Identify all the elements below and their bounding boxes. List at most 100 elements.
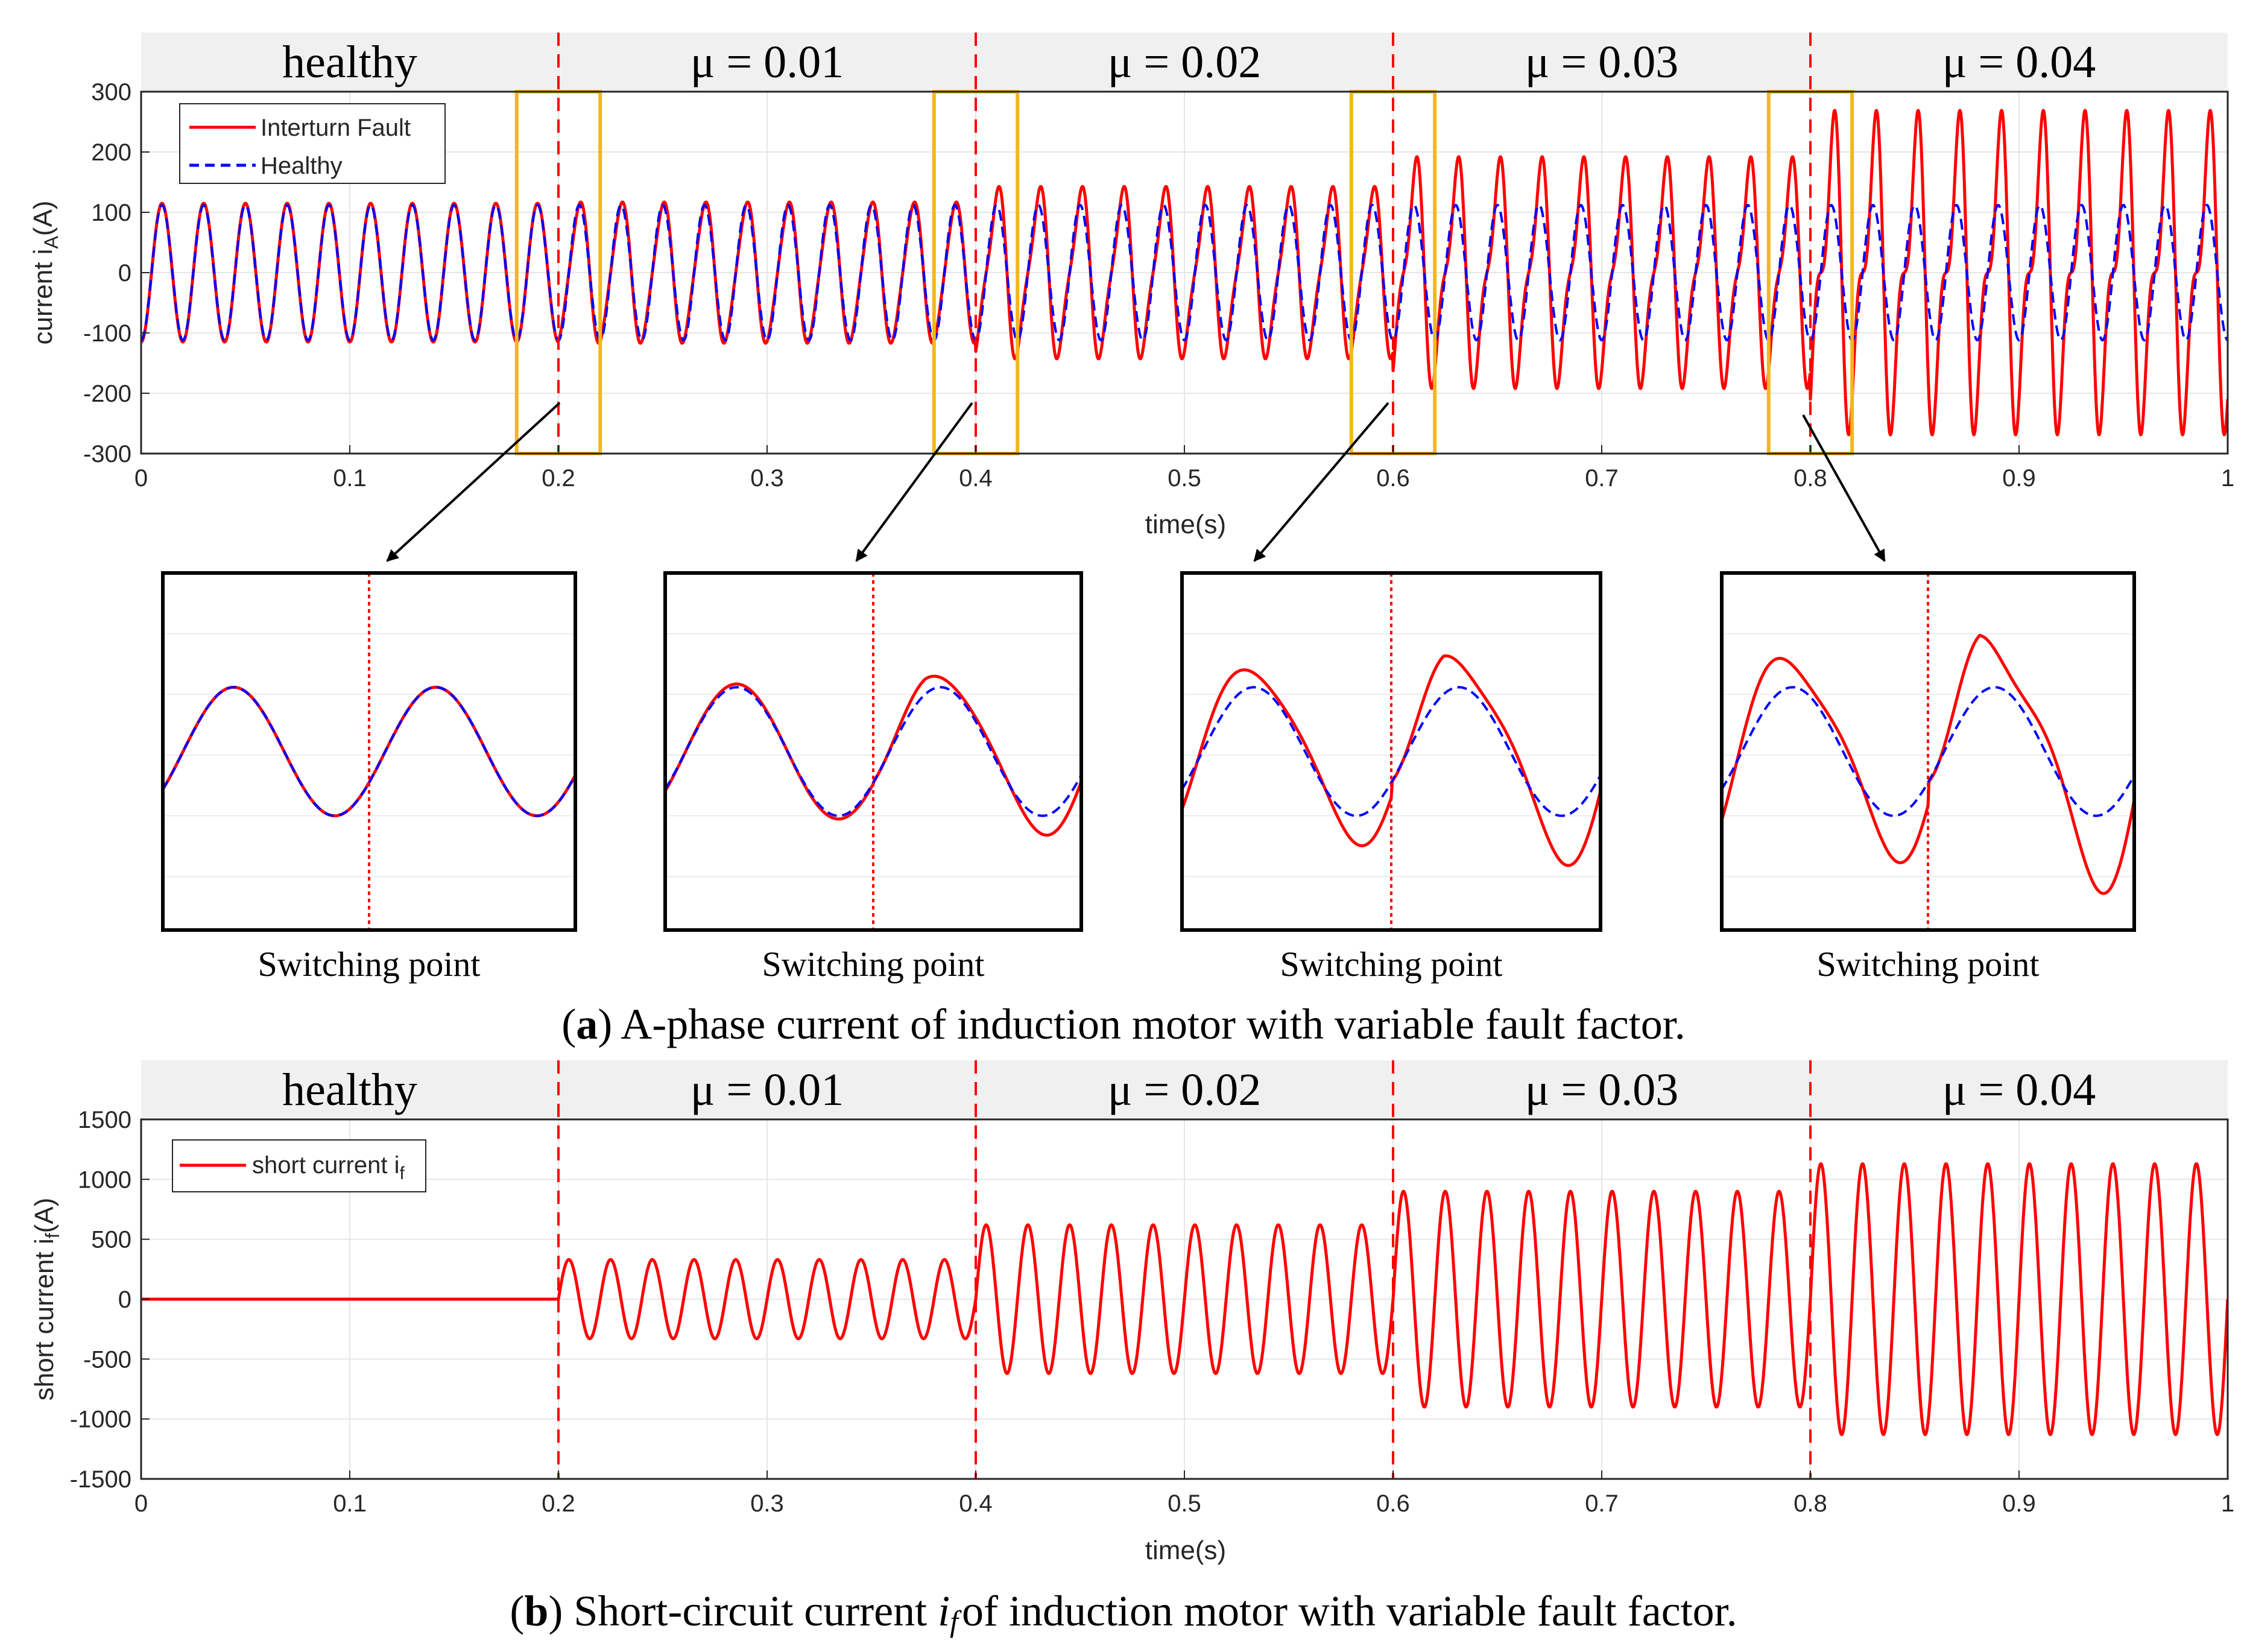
legend-label-short-current-subscript: f — [400, 1163, 405, 1183]
x-tick-label: 0 — [134, 465, 148, 492]
caption-a: (a) A-phase current of induction motor w… — [561, 1000, 1685, 1048]
x-tick-label: 0.4 — [959, 1490, 993, 1517]
x-tick-label: 0.1 — [333, 465, 367, 492]
y-tick-label: 100 — [91, 200, 131, 226]
series-group — [141, 109, 2228, 437]
panel-b-short-current-chart: 0 0.1 0.2 0.3 0.4 0.5 0.6 0.7 0.8 0.9 1 -1500 -1000 -… — [30, 1060, 2234, 1565]
legend: Interturn Fault Healthy — [179, 103, 446, 184]
y-tick-label: -200 — [83, 381, 131, 407]
segment-label: μ = 0.01 — [691, 37, 844, 87]
legend-label-interturn-fault: Interturn Fault — [261, 115, 411, 141]
zoom-healthy-trace — [1182, 686, 1601, 817]
x-tick-label: 0.3 — [750, 1490, 784, 1517]
caption-a-text: ) A-phase current of induction motor wit… — [598, 1000, 1685, 1048]
zoom-panel-label: Switching point — [1280, 945, 1503, 984]
axis-ticks: 0 0.1 0.2 0.3 0.4 0.5 0.6 0.7 0.8 0.9 1 -1500 -1000 -… — [70, 1107, 2234, 1517]
y-axis-label-main: short current i — [30, 1238, 59, 1400]
segment-label: μ = 0.02 — [1108, 37, 1262, 87]
series-group — [141, 1162, 2228, 1436]
y-axis-label-main: current i — [28, 249, 58, 345]
zoom-panel: Switching point — [161, 571, 577, 984]
x-tick-label: 0.1 — [333, 1490, 367, 1517]
x-axis-label: time(s) — [1145, 510, 1226, 539]
y-axis-label-unit: (A) — [30, 1198, 59, 1233]
segment-header-band — [141, 33, 2228, 92]
zoom-arrows — [386, 402, 1886, 562]
x-tick-label: 0.6 — [1376, 465, 1410, 492]
y-axis-label-subscript: A — [40, 236, 62, 249]
zoom-arrow — [1253, 402, 1389, 562]
y-axis-label-unit: (A) — [28, 201, 58, 236]
zoom-arrow — [855, 402, 973, 562]
segment-labels: healthy μ = 0.01 μ = 0.02 μ = 0.03 μ = 0.04 — [282, 37, 2096, 87]
segment-label: μ = 0.04 — [1942, 37, 2096, 87]
x-tick-label: 0.9 — [2002, 1490, 2036, 1517]
segment-label: μ = 0.02 — [1108, 1065, 1262, 1115]
x-axis-label: time(s) — [1145, 1536, 1226, 1565]
y-tick-label: -300 — [83, 441, 131, 467]
zoom-traces — [163, 685, 575, 818]
caption-b-var: i — [938, 1587, 950, 1635]
zoom-panel: Switching point — [1180, 571, 1602, 984]
y-axis-label-subscript: f — [42, 1233, 63, 1238]
zoom-arrow — [1802, 414, 1886, 562]
segment-label: healthy — [282, 37, 417, 87]
segment-label: healthy — [282, 1065, 417, 1115]
y-tick-label: -100 — [83, 320, 131, 347]
zoom-healthy-trace — [665, 686, 1081, 817]
x-tick-label: 0.8 — [1793, 1490, 1827, 1517]
segment-header-band — [141, 1060, 2228, 1119]
segment-label: μ = 0.01 — [691, 1065, 844, 1115]
series-line-interturn-fault — [141, 109, 2228, 437]
legend-box — [179, 103, 446, 184]
x-tick-label: 1 — [2221, 1490, 2234, 1517]
x-tick-label: 0.5 — [1168, 1490, 1201, 1517]
zoom-panel-frame — [161, 571, 577, 932]
x-tick-label: 0.2 — [542, 465, 575, 492]
caption-b-var-subscript: f — [950, 1604, 962, 1638]
zoom-panel: Switching point — [663, 571, 1083, 984]
legend-label-short-current-main: short current i — [252, 1152, 400, 1179]
y-tick-label: 500 — [91, 1227, 131, 1253]
zoom-panel-frame — [663, 571, 1083, 932]
x-tick-label: 0.5 — [1168, 465, 1201, 492]
y-tick-label: -500 — [83, 1346, 131, 1373]
y-tick-label: 0 — [118, 260, 131, 286]
y-axis-label: short current if(A) — [30, 1198, 63, 1401]
zoom-panel-frame — [1720, 571, 2136, 932]
series-line-healthy — [141, 204, 2228, 341]
zoom-healthy-trace — [163, 686, 575, 817]
y-tick-label: 1500 — [78, 1107, 131, 1133]
y-tick-label: -1000 — [70, 1407, 131, 1433]
caption-b-letter: b — [524, 1587, 548, 1635]
caption-b: (b) Short-circuit current ifof induction… — [510, 1587, 1737, 1638]
legend-label-short-current: short current if — [252, 1152, 405, 1183]
segment-label: μ = 0.04 — [1942, 1065, 2096, 1115]
switch-lines — [557, 1060, 1812, 1479]
y-tick-label: 200 — [91, 139, 131, 166]
zoom-panel-label: Switching point — [258, 945, 481, 984]
x-tick-label: 0.4 — [959, 465, 993, 492]
x-tick-label: 0.9 — [2002, 465, 2036, 492]
segment-label: μ = 0.03 — [1525, 1065, 1679, 1115]
segment-labels: healthy μ = 0.01 μ = 0.02 μ = 0.03 μ = 0.04 — [282, 1065, 2096, 1115]
y-tick-label: -1500 — [70, 1466, 131, 1493]
zoom-panel-label: Switching point — [762, 945, 985, 984]
x-tick-label: 0.7 — [1585, 1490, 1619, 1517]
y-tick-label: 300 — [91, 79, 131, 106]
x-tick-label: 0.6 — [1376, 1490, 1410, 1517]
legend-label-healthy: Healthy — [261, 153, 343, 179]
zoom-panel: Switching point — [1720, 571, 2136, 984]
switch-lines — [557, 33, 1812, 454]
x-tick-label: 0.7 — [1585, 465, 1619, 492]
x-tick-label: 0 — [134, 1490, 148, 1517]
zoom-healthy-trace — [1722, 686, 2134, 817]
caption-b-post: of induction motor with variable fault f… — [962, 1587, 1737, 1635]
x-tick-label: 0.8 — [1793, 465, 1827, 492]
y-tick-label: 0 — [118, 1286, 131, 1313]
series-line-short-current-i — [141, 1162, 2228, 1436]
caption-b-pre: ) Short-circuit current — [548, 1587, 938, 1635]
caption-a-letter: a — [576, 1000, 598, 1048]
axis-ticks: 0 0.1 0.2 0.3 0.4 0.5 0.6 0.7 0.8 0.9 1 -300 -200 -10… — [83, 79, 2234, 492]
